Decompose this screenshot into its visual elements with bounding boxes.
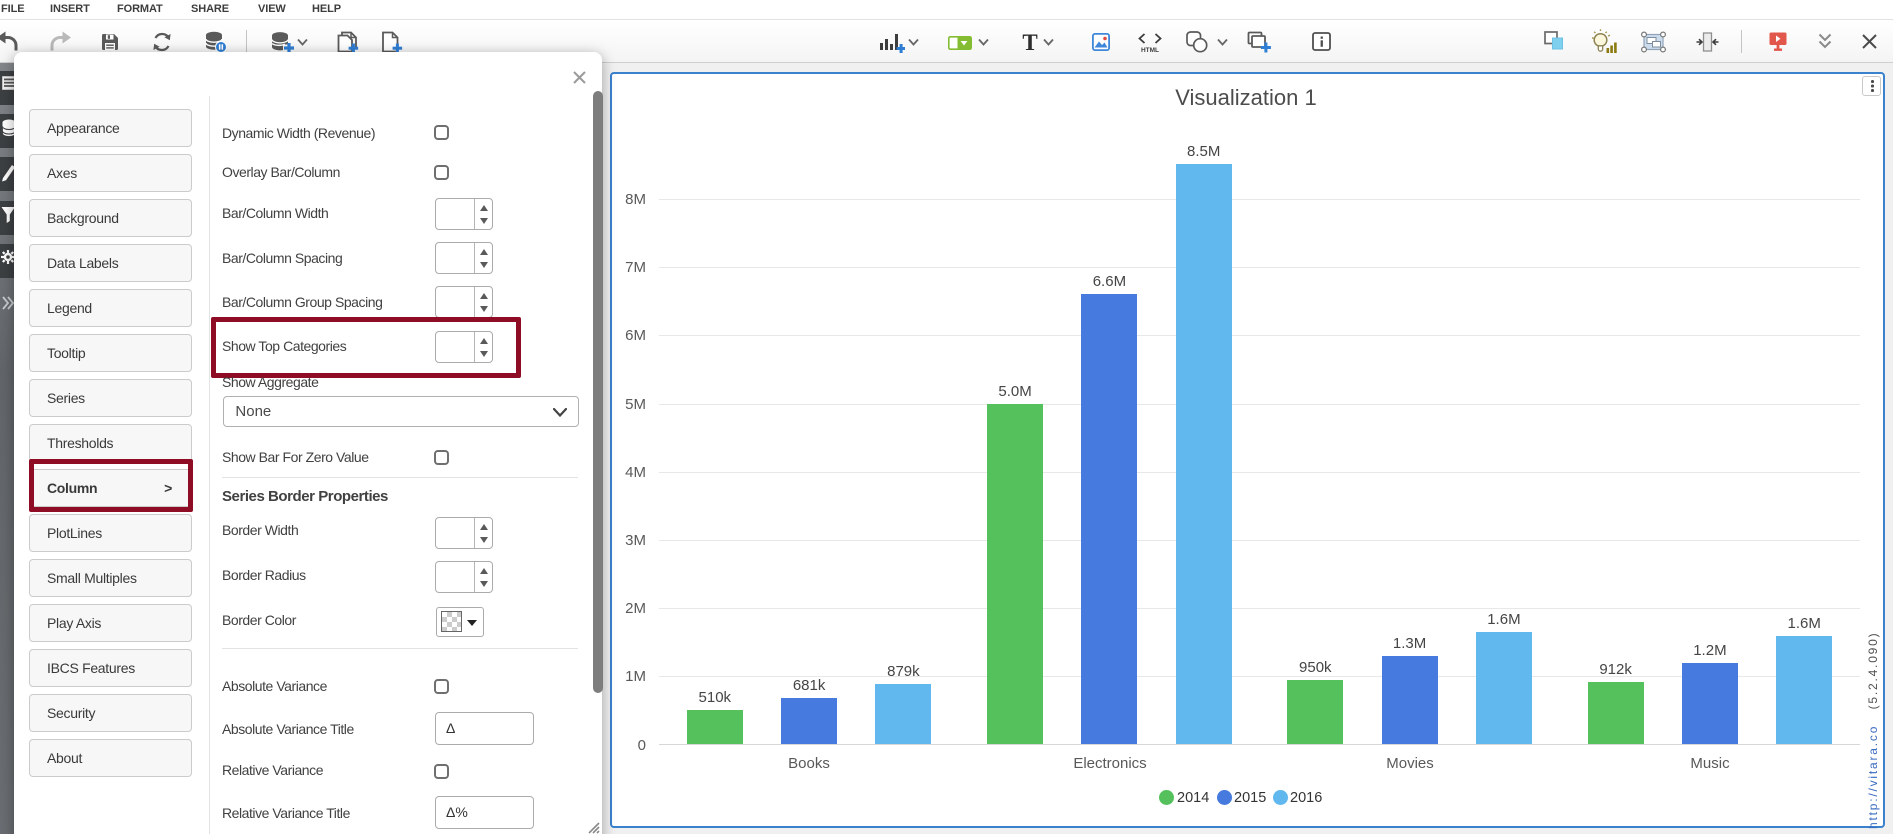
svg-text:HTML: HTML (1141, 47, 1159, 53)
